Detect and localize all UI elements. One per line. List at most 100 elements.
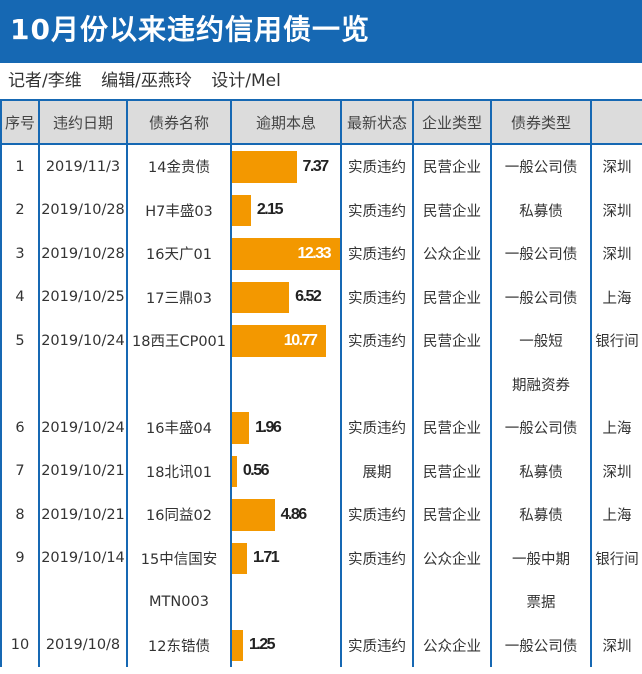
byline-reporter: 记者/李维 <box>8 71 82 91</box>
amount-label: 4.86 <box>280 505 308 523</box>
amount-label: 0.56 <box>242 462 270 480</box>
company-cell: 民营企业 <box>412 144 492 189</box>
market-cell: 银行间 <box>590 319 642 363</box>
name-cell: 18北讯01 <box>126 449 232 493</box>
amount-cell: 7.37 <box>230 144 342 189</box>
name-cell-continued <box>126 362 232 406</box>
date-cell: 2019/10/8 <box>38 623 128 667</box>
byline: 记者/李维 编辑/巫燕玲 设计/Mel <box>0 63 642 99</box>
amount-label: 7.37 <box>302 157 330 175</box>
no-cell: 8 <box>0 493 40 537</box>
amount-cell: 2.15 <box>230 188 342 232</box>
amount-cell: 10.77 <box>230 319 342 363</box>
market-cell-continued <box>590 362 642 406</box>
date-cell: 2019/10/28 <box>38 232 128 276</box>
name-cell: 17三鼎03 <box>126 275 232 319</box>
amount-label: 10.77 <box>283 331 318 349</box>
byline-editor: 编辑/巫燕玲 <box>101 71 192 91</box>
company-cell: 民营企业 <box>412 493 492 537</box>
amount-cell: 1.25 <box>230 623 342 667</box>
no-cell: 7 <box>0 449 40 493</box>
date-cell: 2019/11/3 <box>38 144 128 189</box>
amount-bar <box>232 629 243 661</box>
type-cell: 一般中期 <box>490 536 592 580</box>
market-cell: 深圳 <box>590 188 642 232</box>
amount-cell: 0.56 <box>230 449 342 493</box>
status-cell: 实质违约 <box>340 319 414 363</box>
table-row: 7 2019/10/21 18北讯01 0.56 展期 民营企业 私募债 深圳 <box>0 449 642 493</box>
amount-label: 1.96 <box>255 418 282 436</box>
company-cell: 公众企业 <box>412 623 492 667</box>
amount-label: 2.15 <box>256 201 284 219</box>
name-cell: 16丰盛04 <box>126 406 232 450</box>
no-cell: 5 <box>0 319 40 363</box>
amount-cell-continued <box>230 580 342 624</box>
table-row: 10 2019/10/8 12东锆债 1.25 实质违约 公众企业 一般公司债 深圳 <box>0 623 642 667</box>
date-cell-continued <box>38 580 128 624</box>
status-cell: 实质违约 <box>340 232 414 276</box>
table-row: 9 2019/10/14 15中信国安 1.71 实质违约 公众企业 一般中期 银行间 <box>0 536 642 580</box>
header-company: 企业类型 <box>412 99 492 145</box>
header-amount: 逾期本息 <box>230 99 342 145</box>
status-cell-continued <box>340 362 414 406</box>
amount-bar <box>232 151 297 183</box>
table-header: 序号 违约日期 债券名称 逾期本息 最新状态 企业类型 债券类型 <box>0 99 642 145</box>
company-cell: 公众企业 <box>412 536 492 580</box>
amount-label: 1.71 <box>252 549 280 567</box>
status-cell: 实质违约 <box>340 144 414 189</box>
name-cell: 16天广01 <box>126 232 232 276</box>
amount-bar <box>232 194 251 226</box>
type-cell: 一般公司债 <box>490 144 592 189</box>
company-cell: 民营企业 <box>412 406 492 450</box>
no-cell: 1 <box>0 144 40 189</box>
no-cell-continued <box>0 362 40 406</box>
name-cell: 12东锆债 <box>126 623 232 667</box>
header-no: 序号 <box>0 99 40 145</box>
amount-label: 12.33 <box>297 244 331 262</box>
amount-bar <box>232 455 237 487</box>
date-cell: 2019/10/24 <box>38 406 128 450</box>
type-cell: 一般公司债 <box>490 232 592 276</box>
date-cell: 2019/10/25 <box>38 275 128 319</box>
market-cell: 银行间 <box>590 536 642 580</box>
name-cell: H7丰盛03 <box>126 188 232 232</box>
no-cell: 3 <box>0 232 40 276</box>
table-row-continuation: MTN003 票据 <box>0 580 642 624</box>
amount-bar <box>232 238 340 270</box>
market-cell-continued <box>590 580 642 624</box>
amount-cell-continued <box>230 362 342 406</box>
byline-designer: 设计/Mel <box>211 71 281 91</box>
type-cell: 私募债 <box>490 449 592 493</box>
date-cell: 2019/10/14 <box>38 536 128 580</box>
market-cell: 上海 <box>590 406 642 450</box>
header-name: 债券名称 <box>126 99 232 145</box>
amount-cell: 1.71 <box>230 536 342 580</box>
type-cell: 一般公司债 <box>490 623 592 667</box>
table-row: 5 2019/10/24 18西王CP001 10.77 实质违约 民营企业 一般短 银行间 <box>0 319 642 363</box>
amount-label: 1.25 <box>248 636 276 654</box>
amount-bar <box>232 412 250 444</box>
header-date: 违约日期 <box>38 99 128 145</box>
company-cell: 民营企业 <box>412 275 492 319</box>
amount-bar <box>232 499 275 531</box>
table-row: 1 2019/11/3 14金贵债 7.37 实质违约 民营企业 一般公司债 深圳 <box>0 144 642 189</box>
no-cell: 6 <box>0 406 40 450</box>
market-cell: 上海 <box>590 493 642 537</box>
amount-bar <box>232 325 327 357</box>
table-row: 6 2019/10/24 16丰盛04 1.96 实质违约 民营企业 一般公司债 上海 <box>0 406 642 450</box>
status-cell: 实质违约 <box>340 536 414 580</box>
status-cell: 实质违约 <box>340 493 414 537</box>
name-cell: 16同益02 <box>126 493 232 537</box>
company-cell: 民营企业 <box>412 449 492 493</box>
default-bonds-table: 序号 违约日期 债券名称 逾期本息 最新状态 企业类型 债券类型 1 2019/1… <box>0 99 642 667</box>
header-market <box>590 99 642 145</box>
market-cell: 深圳 <box>590 449 642 493</box>
name-cell-continued: MTN003 <box>126 580 232 624</box>
page-title: 10月份以来违约信用债一览 <box>0 0 642 63</box>
type-cell: 一般公司债 <box>490 406 592 450</box>
company-cell-continued <box>412 362 492 406</box>
type-cell-continued: 票据 <box>490 580 592 624</box>
type-cell: 一般短 <box>490 319 592 363</box>
table-row-continuation: 期融资券 <box>0 362 642 406</box>
company-cell: 民营企业 <box>412 188 492 232</box>
